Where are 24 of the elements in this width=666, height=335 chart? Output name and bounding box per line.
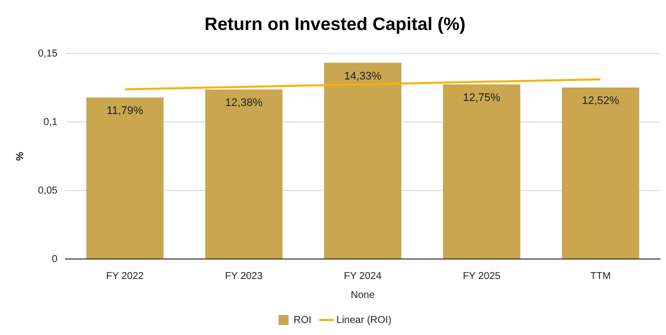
- bar: [205, 89, 282, 258]
- x-tick-label: FY 2025: [462, 270, 501, 282]
- bar: [442, 84, 520, 258]
- data-label: 11,79%: [106, 105, 144, 118]
- y-axis-title: %: [14, 152, 26, 161]
- x-axis-title: None: [350, 290, 376, 301]
- x-tick-label: FY 2022: [106, 270, 144, 282]
- bar: [324, 62, 402, 258]
- data-label: 12,38%: [225, 97, 263, 110]
- legend-label: Linear (ROI): [336, 314, 392, 326]
- legend-label: ROI: [294, 314, 312, 326]
- bar: [86, 98, 164, 258]
- y-tick-label: 0,15: [38, 48, 58, 60]
- y-tick-label: 0: [52, 254, 58, 265]
- data-label: 14,33%: [344, 70, 382, 82]
- data-label: 12,75%: [462, 92, 501, 104]
- y-tick-label: 0,05: [38, 185, 58, 196]
- bar: [562, 88, 640, 258]
- x-tick-label: FY 2024: [344, 270, 382, 282]
- data-label: 12,52%: [582, 95, 620, 108]
- x-tick-label: TTM: [590, 270, 611, 282]
- chart-title: Return on Invested Capital (%): [204, 14, 466, 34]
- y-tick-label: 0,1: [44, 116, 58, 128]
- x-tick-label: FY 2023: [225, 270, 264, 282]
